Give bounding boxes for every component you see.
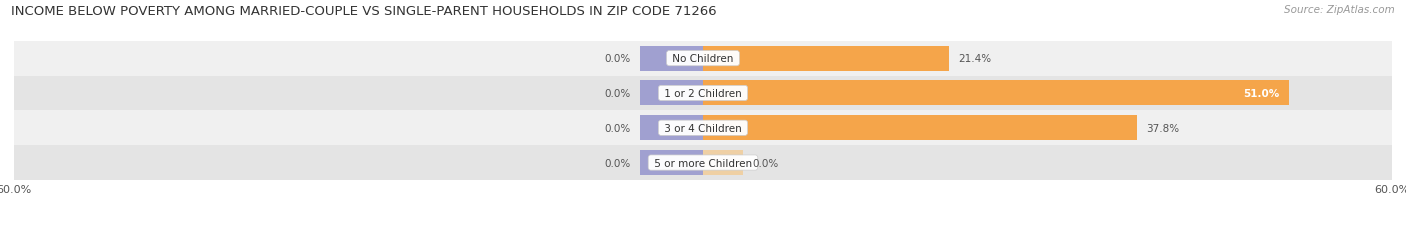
Text: 0.0%: 0.0% [605,88,631,99]
Bar [703,46,949,71]
Text: 0.0%: 0.0% [605,123,631,133]
Bar [703,116,1137,141]
Text: 0.0%: 0.0% [605,158,631,168]
Text: Source: ZipAtlas.com: Source: ZipAtlas.com [1284,5,1395,15]
Bar [640,116,703,141]
Bar [14,111,1392,146]
Text: 37.8%: 37.8% [1146,123,1180,133]
Text: 1 or 2 Children: 1 or 2 Children [661,88,745,99]
Bar [640,81,703,106]
Text: 0.0%: 0.0% [752,158,779,168]
Text: 5 or more Children: 5 or more Children [651,158,755,168]
Bar [640,150,703,175]
Bar [703,150,744,175]
Bar [703,81,1289,106]
Text: No Children: No Children [669,54,737,64]
Bar [14,76,1392,111]
Bar [640,46,703,71]
Text: 0.0%: 0.0% [605,54,631,64]
Text: INCOME BELOW POVERTY AMONG MARRIED-COUPLE VS SINGLE-PARENT HOUSEHOLDS IN ZIP COD: INCOME BELOW POVERTY AMONG MARRIED-COUPL… [11,5,717,18]
Bar [14,42,1392,76]
Bar [14,146,1392,180]
Text: 21.4%: 21.4% [957,54,991,64]
Text: 3 or 4 Children: 3 or 4 Children [661,123,745,133]
Text: 51.0%: 51.0% [1243,88,1279,99]
